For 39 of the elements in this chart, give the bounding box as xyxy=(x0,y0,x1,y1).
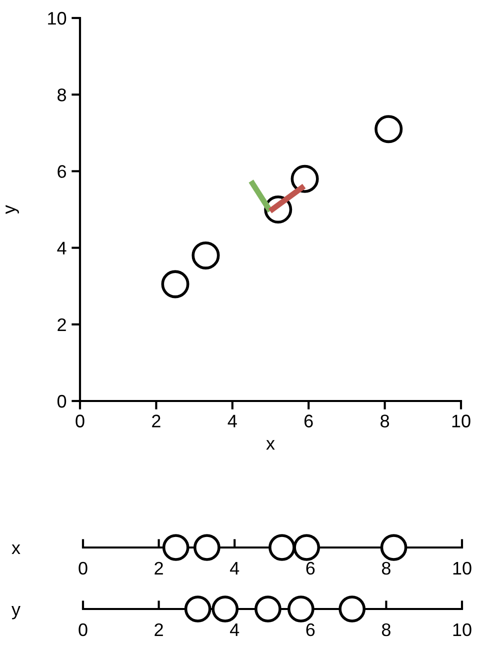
x-tick-label: 6 xyxy=(306,562,315,575)
x-tick-label: 8 xyxy=(382,562,390,575)
point xyxy=(192,241,220,270)
point xyxy=(254,596,282,622)
x-tick-label: 10 xyxy=(453,562,472,575)
x-axis-title: x xyxy=(266,440,275,450)
x-tick-label: 10 xyxy=(452,414,470,428)
x-tick-label: 2 xyxy=(152,414,160,428)
y-tick-label: 0 xyxy=(57,394,66,408)
x-tick-label: 4 xyxy=(228,414,237,428)
point xyxy=(288,596,314,622)
y-tick-label: 2 xyxy=(58,318,66,331)
y-tick-label: 4 xyxy=(57,242,66,254)
point xyxy=(162,534,190,561)
y-tick-label: 10 xyxy=(48,12,66,25)
x-tick-label: 0 xyxy=(76,414,84,428)
x-tick-label: 0 xyxy=(78,562,88,575)
point xyxy=(293,534,320,561)
point xyxy=(338,596,366,622)
y-tick-label: 6 xyxy=(58,165,66,178)
point xyxy=(194,534,220,561)
x-tick-label: 2 xyxy=(154,562,163,574)
x-tick-label: 10 xyxy=(453,623,472,636)
x-tick-label: 2 xyxy=(154,623,163,636)
point xyxy=(212,596,239,622)
x-tick-label: 4 xyxy=(230,624,240,636)
x-tick-label: 0 xyxy=(78,623,88,636)
point xyxy=(184,596,212,622)
x-tick-label: 4 xyxy=(230,562,240,574)
x-tick-label: 6 xyxy=(304,414,313,428)
point xyxy=(380,534,408,561)
point xyxy=(268,534,296,561)
point xyxy=(290,164,319,193)
y-tick-label: 8 xyxy=(58,88,66,102)
x-tick-label: 6 xyxy=(306,623,315,636)
x-tick-label: 8 xyxy=(382,623,390,636)
x-tick-label: 8 xyxy=(380,414,390,428)
point xyxy=(374,115,403,144)
point xyxy=(161,270,190,298)
